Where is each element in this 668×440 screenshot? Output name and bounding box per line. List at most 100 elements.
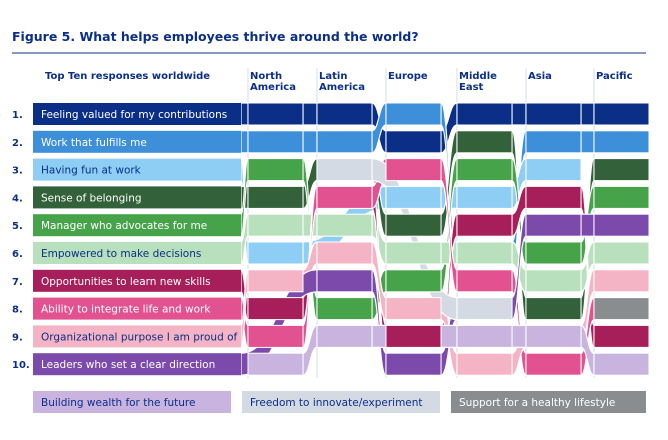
rank-flow: [511, 324, 527, 348]
rank-cell-latin-america: [316, 185, 373, 209]
rank-cell-middle-east: [456, 324, 513, 348]
rank-cell-europe: [385, 130, 442, 154]
rank-cell-europe: [385, 158, 442, 182]
response-label-box: [33, 158, 241, 181]
response-label-box: [33, 297, 241, 320]
rank-cell-middle-east: [456, 269, 513, 293]
response-labels: Feeling valued for my contributions Work …: [33, 103, 241, 376]
rank-cell-europe: [385, 241, 442, 265]
rank-number: 7.: [12, 277, 23, 288]
legend-swatch: [33, 391, 231, 413]
response-label-feeling-valued-for-my-contributions: Feeling valued for my contributions: [41, 109, 227, 121]
response-label-work-that-fulfills-me: Work that fulfills me: [41, 137, 147, 149]
rank-cell-pacific: [593, 352, 650, 376]
rank-flow: [511, 102, 527, 126]
region-header-middle-east: East: [459, 82, 484, 93]
legend-label-building-wealth-for-the-future: Building wealth for the future: [41, 397, 195, 409]
rank-flow: [580, 130, 595, 154]
rank-cell-middle-east: [456, 241, 513, 265]
rank-cell-asia: [525, 213, 582, 237]
rank-cell-middle-east: [456, 213, 513, 237]
rank-cell-europe: [385, 352, 442, 376]
rank-cell-asia: [525, 185, 582, 209]
rank-cell-north-america: [247, 185, 304, 209]
rank-flow: [240, 102, 249, 126]
rank-number: 9.: [12, 332, 23, 343]
rank-cell-north-america: [247, 130, 304, 154]
region-header-latin-america: Latin: [319, 71, 347, 82]
rank-cell-north-america: [247, 158, 304, 182]
rank-cell-latin-america: [316, 297, 373, 321]
response-label-having-fun-at-work: Having fun at work: [41, 165, 142, 177]
rank-number: 4.: [12, 193, 23, 204]
response-label-manager-who-advocates-for-me: Manager who advocates for me: [41, 220, 207, 232]
region-header-asia: Asia: [528, 71, 552, 82]
rank-cell-pacific: [593, 102, 650, 126]
rank-cell-north-america: [247, 324, 304, 348]
rank-cell-north-america: [247, 213, 304, 237]
rank-numbers: 1. 2. 3. 4. 5. 6. 7. 8. 9. 10.: [12, 110, 30, 371]
rank-number: 2.: [12, 138, 23, 149]
rank-cell-asia: [525, 130, 582, 154]
legend-label-freedom-to-innovate-experiment: Freedom to innovate/experiment: [250, 397, 423, 409]
response-label-box: [33, 214, 241, 237]
response-label-sense-of-belonging: Sense of belonging: [41, 192, 142, 204]
rank-cell-north-america: [247, 269, 304, 293]
rank-cell-asia: [525, 269, 582, 293]
response-label-box: [33, 269, 241, 292]
rank-cell-pacific: [593, 324, 650, 348]
rank-flow: [440, 241, 458, 265]
rank-cell-north-america: [247, 297, 304, 321]
rank-cells: [247, 102, 650, 376]
region-header-north-america: North: [250, 71, 282, 82]
rank-cell-middle-east: [456, 158, 513, 182]
rank-cell-middle-east: [456, 185, 513, 209]
rank-flow: [302, 102, 318, 126]
rank-cell-asia: [525, 158, 582, 182]
rank-flow: [240, 130, 249, 154]
rank-flow: [580, 213, 595, 237]
rank-number: 6.: [12, 249, 23, 260]
rank-cell-pacific: [593, 213, 650, 237]
rank-cell-asia: [525, 324, 582, 348]
rank-cell-pacific: [593, 269, 650, 293]
row-header: Top Ten responses worldwide: [45, 71, 210, 82]
rank-cell-latin-america: [316, 213, 373, 237]
rank-cell-middle-east: [456, 130, 513, 154]
legend-swatch: [242, 391, 440, 413]
legend-label-support-for-a-healthy-lifestyle: Support for a healthy lifestyle: [459, 397, 615, 409]
response-label-box: [33, 325, 241, 348]
rank-cell-europe: [385, 213, 442, 237]
rank-flow: [580, 102, 595, 126]
rank-number: 1.: [12, 110, 23, 121]
response-label-box: [33, 186, 241, 209]
rank-cell-europe: [385, 269, 442, 293]
rank-cell-europe: [385, 185, 442, 209]
rank-cell-middle-east: [456, 352, 513, 376]
rank-cell-latin-america: [316, 130, 373, 154]
extra-responses-legend: Building wealth for the future Freedom to…: [33, 391, 646, 413]
region-header-north-america: America: [250, 82, 296, 93]
response-label-organizational-purpose-i-am-proud-of: Organizational purpose I am proud of: [41, 331, 238, 343]
response-label-box: [33, 103, 241, 125]
rank-cell-asia: [525, 352, 582, 376]
rank-number: 10.: [12, 360, 30, 371]
response-label-opportunities-to-learn-new-skills: Opportunities to learn new skills: [41, 276, 211, 288]
rank-number: 3.: [12, 166, 23, 177]
rank-cell-latin-america: [316, 102, 373, 126]
response-label-box: [33, 130, 241, 153]
region-header-latin-america: America: [319, 82, 365, 93]
rank-cell-pacific: [593, 158, 650, 182]
rank-cell-latin-america: [316, 269, 373, 293]
rank-number: 5.: [12, 221, 23, 232]
response-label-empowered-to-make-decisions: Empowered to make decisions: [41, 248, 201, 260]
region-header-europe: Europe: [388, 71, 428, 82]
region-header-middle-east: Middle: [459, 71, 497, 82]
rank-cell-pacific: [593, 297, 650, 321]
rank-cell-asia: [525, 297, 582, 321]
rank-cell-asia: [525, 102, 582, 126]
legend-swatch: [451, 391, 646, 413]
rank-cell-latin-america: [316, 158, 373, 182]
